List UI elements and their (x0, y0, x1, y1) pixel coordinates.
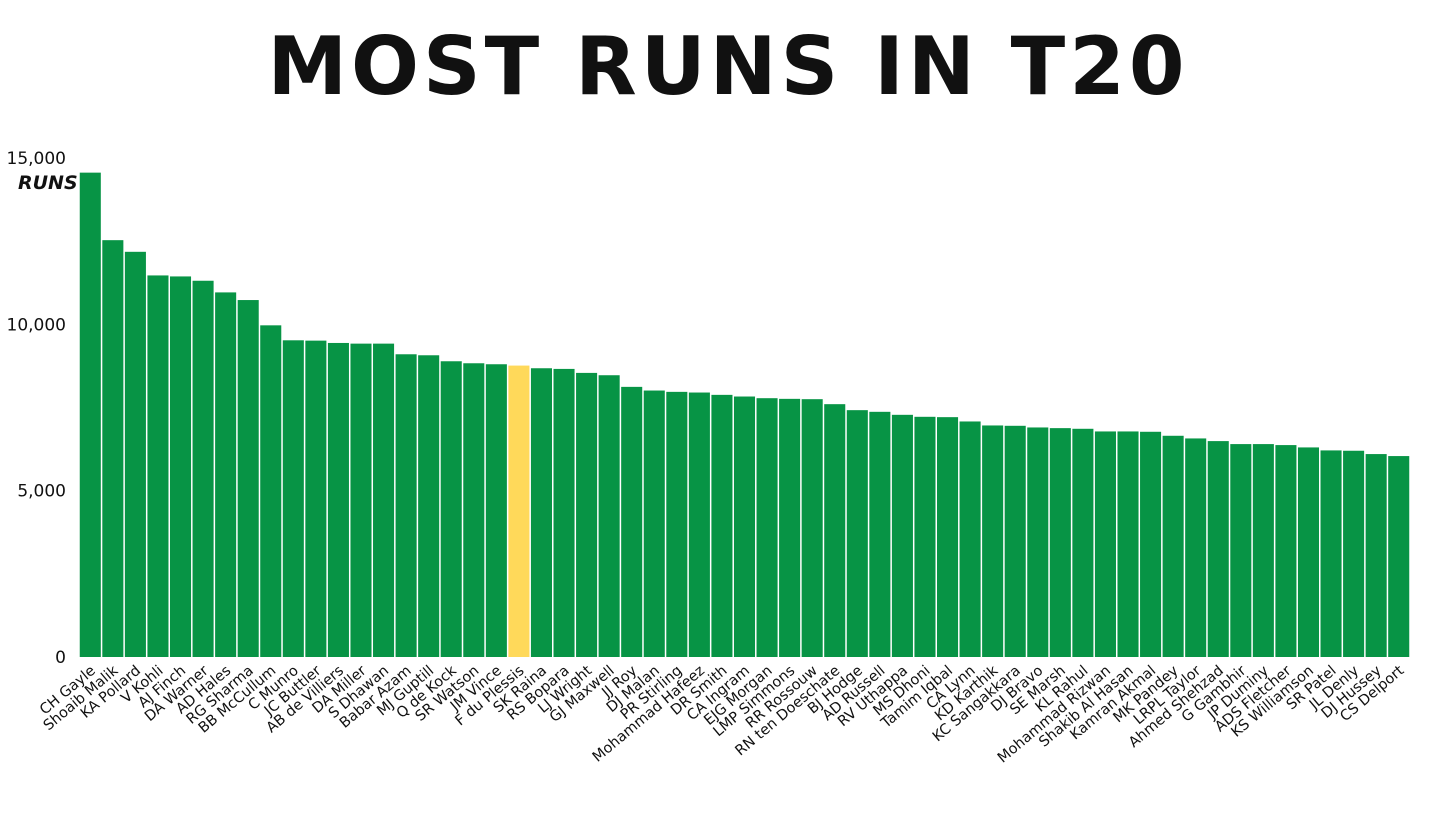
bar (1252, 444, 1274, 657)
bar (463, 363, 485, 657)
bar (643, 390, 665, 657)
bar (440, 361, 462, 657)
bar (1320, 450, 1342, 657)
y-tick-label: 5,000 (17, 482, 66, 502)
bar (395, 354, 417, 657)
bar (169, 276, 192, 657)
bar (1094, 431, 1116, 657)
bar (1388, 456, 1410, 657)
bar (621, 386, 643, 657)
bar (1004, 425, 1026, 657)
y-tick-label: 10,000 (7, 315, 66, 335)
bar (756, 398, 778, 657)
bar (891, 414, 913, 657)
bar (79, 172, 101, 657)
y-tick-label: 15,000 (7, 149, 66, 169)
bar (215, 292, 237, 657)
bar (237, 300, 259, 657)
bar (824, 404, 846, 657)
bar (666, 391, 688, 657)
bar (576, 372, 598, 657)
bar (959, 421, 981, 657)
bar (914, 416, 936, 657)
bar-highlighted (508, 365, 530, 657)
bar (485, 364, 507, 657)
bar (779, 398, 801, 657)
bar (418, 355, 440, 657)
bar (1365, 454, 1387, 657)
bar (869, 411, 891, 657)
bar (688, 392, 710, 657)
bar (147, 275, 169, 657)
bar (1275, 445, 1297, 657)
y-tick-label: 0 (55, 648, 66, 668)
bar (305, 340, 327, 657)
bar (1207, 441, 1229, 657)
bar (733, 396, 756, 657)
bar (1140, 431, 1162, 657)
bar (1343, 450, 1365, 657)
bar (1297, 447, 1320, 657)
bar (1162, 435, 1184, 657)
bar (1117, 431, 1139, 657)
bar (530, 368, 552, 657)
bar (801, 399, 823, 657)
bar (282, 340, 304, 657)
bar (260, 325, 282, 657)
bar (1027, 427, 1049, 657)
bar (102, 240, 124, 658)
bar (553, 368, 575, 657)
bar (846, 410, 868, 657)
bar (1049, 428, 1071, 657)
bar (1072, 428, 1094, 657)
bar (982, 425, 1004, 657)
bar (192, 280, 214, 657)
bar (327, 342, 349, 657)
bar (1230, 444, 1252, 657)
bar (124, 251, 146, 657)
bar (1185, 438, 1207, 657)
bar (711, 394, 733, 657)
chart-title: MOST RUNS IN T20 (267, 20, 1189, 113)
y-axis-label: RUNS (18, 172, 78, 194)
bar (937, 417, 959, 657)
bar (350, 343, 372, 657)
bar (598, 375, 620, 657)
bar (373, 343, 395, 657)
